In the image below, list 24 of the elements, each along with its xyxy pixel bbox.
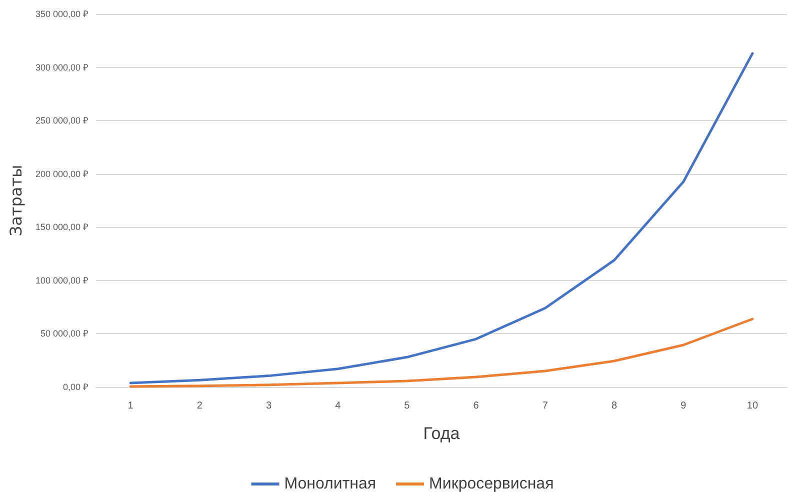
x-tick-label: 6 — [473, 400, 480, 412]
legend-label: Микросервисная — [429, 476, 554, 492]
y-tick-label: 200 000,00 ₽ — [35, 168, 88, 179]
x-axis-title: Года — [423, 424, 460, 443]
y-tick-label: 300 000,00 ₽ — [35, 62, 88, 72]
x-tick-label: 3 — [266, 400, 272, 412]
x-tick-label: 5 — [404, 400, 410, 412]
y-tick-label: 100 000,00 ₽ — [35, 275, 88, 286]
x-tick-label: 8 — [611, 400, 618, 412]
y-tick-label: 350 000,00 ₽ — [35, 9, 88, 19]
y-axis-title: Затраты — [6, 164, 26, 236]
y-tick-label: 0,00 ₽ — [62, 382, 88, 392]
legend-label: Монолитная — [284, 476, 376, 492]
line-series — [129, 318, 754, 388]
x-tick-label: 9 — [680, 400, 687, 412]
y-tick-label: 150 000,00 ₽ — [35, 222, 88, 232]
x-tick-label: 10 — [746, 400, 758, 412]
y-tick-label: 250 000,00 ₽ — [35, 116, 88, 126]
y-tick-label: 50 000,00 ₽ — [40, 328, 88, 339]
x-tick-label: 4 — [335, 400, 342, 412]
x-tick-label: 1 — [128, 400, 134, 412]
x-tick-label: 2 — [196, 400, 203, 412]
x-tick-label: 7 — [542, 400, 548, 412]
line-series — [129, 52, 754, 384]
